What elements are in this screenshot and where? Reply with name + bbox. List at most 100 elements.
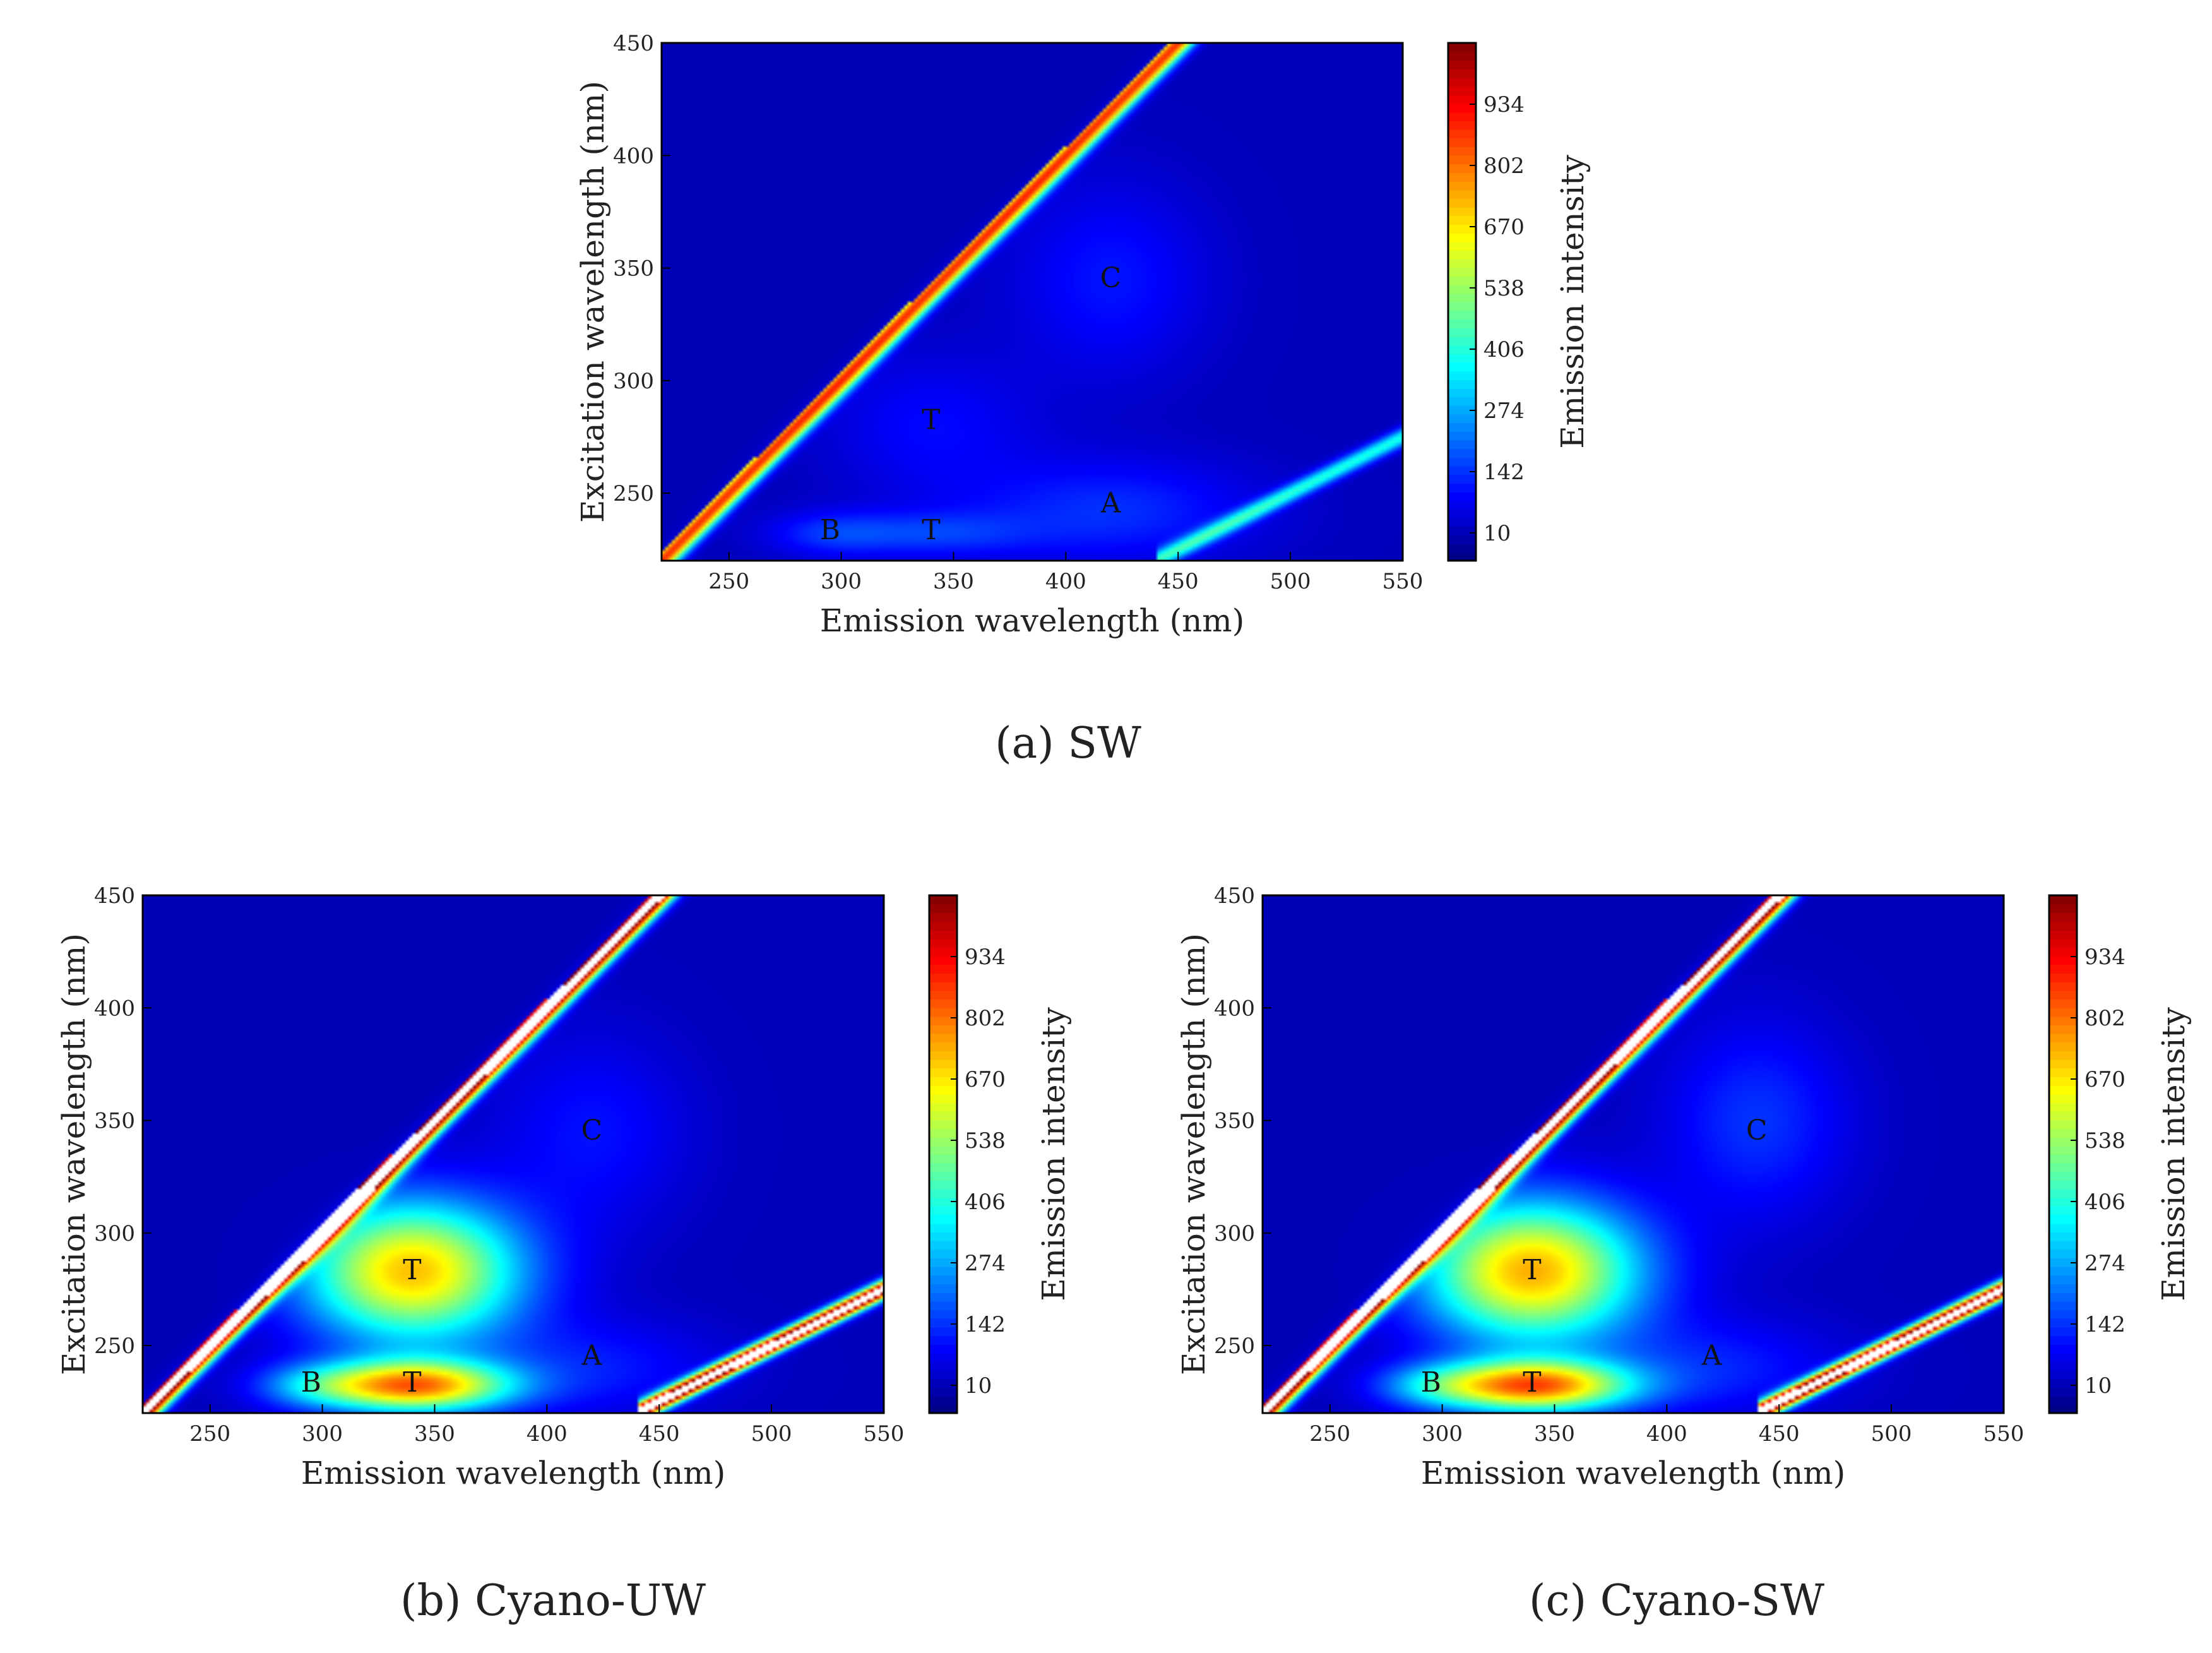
colorbar-segment <box>929 1137 957 1147</box>
colorbar-tick-label: 538 <box>965 1128 1006 1154</box>
heatmap-image-c <box>1263 895 2004 1413</box>
colorbar-tick-label: 538 <box>2084 1128 2126 1154</box>
y-tick-label: 250 <box>613 481 654 506</box>
colorbar-segment <box>929 947 957 957</box>
colorbar-segment <box>1448 302 1476 311</box>
colorbar-segment <box>1448 439 1476 450</box>
colorbar-segment <box>2049 1370 2077 1380</box>
colorbar-segment <box>2049 1111 2077 1121</box>
colorbar-segment <box>929 1059 957 1069</box>
colorbar-segment <box>2049 921 2077 931</box>
colorbar-segment <box>2049 1188 2077 1198</box>
x-tick-label: 250 <box>1309 1421 1350 1447</box>
colorbar-segment <box>1448 431 1476 441</box>
colorbar-segment <box>1448 535 1476 544</box>
colorbar-segment <box>2049 981 2077 991</box>
colorbar-segment <box>929 912 957 922</box>
colorbar-segment <box>929 1085 957 1095</box>
colorbar-segment <box>1448 328 1476 337</box>
colorbar-segment <box>1448 121 1476 130</box>
colorbar-segment <box>2049 1025 2077 1034</box>
colorbar-segment <box>1448 465 1476 475</box>
colorbar-segment <box>929 1042 957 1051</box>
colorbar-segment <box>2049 938 2077 948</box>
colorbar-segment <box>2049 1404 2077 1414</box>
colorbar-segment <box>2049 1162 2077 1173</box>
y-tick-label: 250 <box>1214 1334 1255 1359</box>
colorbar-segment <box>1448 345 1476 354</box>
colorbar-segment <box>2049 1344 2077 1354</box>
colorbar-segment <box>1448 43 1476 52</box>
colorbar-segment <box>929 981 957 991</box>
colorbar-segment <box>929 1344 957 1354</box>
colorbar-frame <box>1447 42 1477 562</box>
colorbar-segment <box>2049 1335 2077 1345</box>
heatmap-image-b <box>143 895 884 1413</box>
colorbar-segment <box>1448 448 1476 458</box>
colorbar-label: Emission intensity <box>2155 1007 2192 1301</box>
colorbar-segment <box>1448 552 1476 561</box>
colorbar-segment <box>2049 929 2077 940</box>
x-tick-label: 350 <box>414 1421 455 1447</box>
colorbar-segment <box>2049 1051 2077 1060</box>
x-tick-label: 450 <box>1759 1421 1800 1447</box>
colorbar-frame <box>2048 894 2078 1414</box>
x-tick-label: 550 <box>864 1421 905 1447</box>
colorbar-segment <box>2049 1102 2077 1112</box>
colorbar-segment <box>929 1258 957 1267</box>
colorbar-segment <box>2049 1378 2077 1388</box>
colorbar-segment <box>2049 1361 2077 1371</box>
colorbar-segment <box>1448 362 1476 372</box>
colorbar-segment <box>929 1266 957 1276</box>
colorbar-segment <box>929 1249 957 1258</box>
colorbar-b: 10 142 274 406 538 670 802 934 Emission intensit… <box>928 894 1072 1414</box>
colorbar-tick-label: 274 <box>2084 1251 2126 1276</box>
colorbar-segment <box>929 1240 957 1250</box>
colorbar-segment <box>1448 405 1476 415</box>
colorbar-segment <box>929 1180 957 1190</box>
y-tick-label: 300 <box>94 1221 135 1246</box>
colorbar-segment <box>1448 491 1476 501</box>
colorbar-segment <box>2049 1007 2077 1017</box>
y-tick-label: 450 <box>613 31 654 56</box>
colorbar-segment <box>1448 112 1476 121</box>
colorbar-tick-label: 670 <box>2084 1067 2126 1092</box>
colorbar-tick-label: 934 <box>2084 945 2126 970</box>
colorbar-segment <box>1448 215 1476 225</box>
colorbar-segment <box>2049 1171 2077 1181</box>
colorbar-segment <box>2049 1275 2077 1284</box>
colorbar-segment <box>1448 388 1476 398</box>
colorbar-segment <box>2049 1085 2077 1095</box>
colorbar-segment <box>929 1310 957 1319</box>
colorbar-segment <box>2049 1059 2077 1069</box>
colorbar-tick-label: 934 <box>965 945 1006 970</box>
colorbar-segment <box>2049 1284 2077 1293</box>
plot-frame-c <box>1261 894 2005 1414</box>
colorbar-segment <box>929 1154 957 1164</box>
colorbar-segment <box>2049 1068 2077 1077</box>
colorbar-segment <box>2049 1395 2077 1405</box>
colorbar-segment <box>1448 77 1476 87</box>
colorbar-segment <box>1448 379 1476 389</box>
colorbar-frame <box>928 894 958 1414</box>
x-tick-label: 300 <box>302 1421 343 1447</box>
colorbar-segment <box>2049 1145 2077 1155</box>
colorbar-segment <box>2049 990 2077 1000</box>
y-tick-label: 400 <box>613 143 654 169</box>
colorbar-tick-label: 934 <box>1484 92 1525 117</box>
region-label-B: B <box>1421 1366 1441 1399</box>
colorbar-segment <box>929 964 957 974</box>
colorbar-segment <box>1448 69 1476 78</box>
colorbar-tick-label: 406 <box>2084 1190 2126 1215</box>
chart-panel-b: 250 300 350 400 450 500 550 250 300 350 400 450 Emis… <box>56 883 1072 1491</box>
x-axis-label: Emission wavelength (nm) <box>820 602 1244 639</box>
colorbar-segment <box>1448 526 1476 535</box>
colorbar-tick-label: 802 <box>965 1006 1006 1031</box>
y-tick-label: 300 <box>613 369 654 394</box>
colorbar-tick-label: 406 <box>965 1190 1006 1215</box>
region-label-C: C <box>1746 1114 1768 1147</box>
colorbar-segment <box>929 1128 957 1138</box>
colorbar-segment <box>2049 1301 2077 1310</box>
colorbar-segment <box>2049 1137 2077 1147</box>
colorbar-tick-label: 274 <box>965 1251 1006 1276</box>
